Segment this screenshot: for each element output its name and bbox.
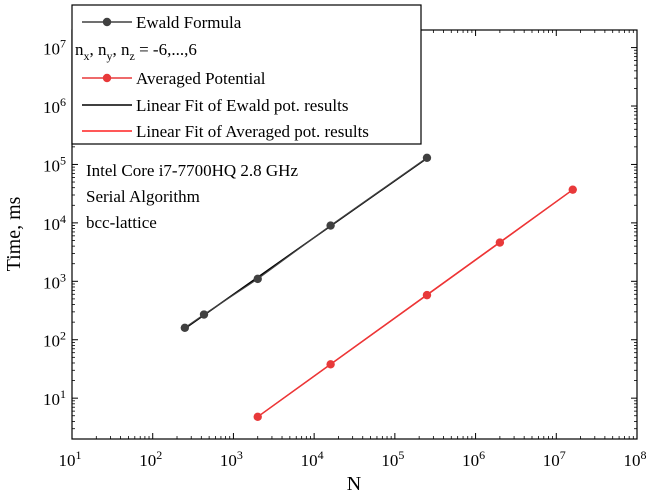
data-point-averaged-potential (568, 185, 577, 194)
data-point-ewald-formula (199, 310, 209, 319)
x-tick-label: 108 (624, 448, 647, 470)
y-tick-label: 104 (43, 212, 66, 234)
data-point-averaged-potential (326, 360, 335, 369)
legend: Ewald Formula nx, ny, nz = -6,...,6 Averag… (71, 4, 422, 145)
data-point-averaged-potential (253, 412, 262, 421)
x-tick-label: 107 (543, 448, 566, 470)
y-tick-label: 102 (43, 329, 66, 351)
annotation-text: Serial Algorithm (86, 187, 200, 206)
data-point-averaged-potential (422, 290, 432, 300)
legend-label: Averaged Potential (136, 69, 266, 88)
legend-label: Linear Fit of Averaged pot. results (136, 122, 369, 141)
annotation-text: Intel Core i7-7700HQ 2.8 GHz (86, 161, 298, 180)
y-tick-label: 103 (43, 270, 66, 292)
y-tick-label: 106 (43, 95, 66, 117)
series-line-averaged-potential (257, 189, 574, 418)
data-point-averaged-potential (495, 238, 505, 247)
legend-label: Ewald Formula (136, 13, 242, 32)
data-point-ewald-formula (180, 323, 190, 333)
x-tick-label: 106 (462, 448, 485, 470)
legend-swatch-marker (102, 17, 112, 27)
data-point-ewald-formula (326, 221, 335, 230)
x-tick-label: 103 (220, 448, 243, 470)
legend-index-range: nx, ny, nz = -6,...,6 (75, 40, 197, 63)
x-axis-label: N (347, 473, 361, 495)
series-layer (180, 153, 577, 421)
y-tick-label: 101 (43, 387, 66, 409)
legend-label: Linear Fit of Ewald pot. results (136, 96, 348, 115)
x-tick-label: 101 (59, 448, 82, 470)
y-axis-label: Time, ms (3, 196, 25, 271)
annotation-text: bcc-lattice (86, 213, 157, 232)
legend-swatch-marker (102, 73, 112, 83)
data-point-ewald-formula (253, 274, 262, 284)
y-tick-label: 105 (43, 153, 66, 175)
x-tick-label: 104 (301, 448, 324, 470)
y-tick-label: 107 (43, 37, 66, 59)
data-point-ewald-formula (422, 153, 432, 162)
legend-box (71, 4, 422, 145)
annotations: Intel Core i7-7700HQ 2.8 GHz Serial Algor… (86, 161, 298, 232)
x-tick-label: 102 (139, 448, 162, 470)
x-tick-label: 105 (381, 448, 404, 470)
